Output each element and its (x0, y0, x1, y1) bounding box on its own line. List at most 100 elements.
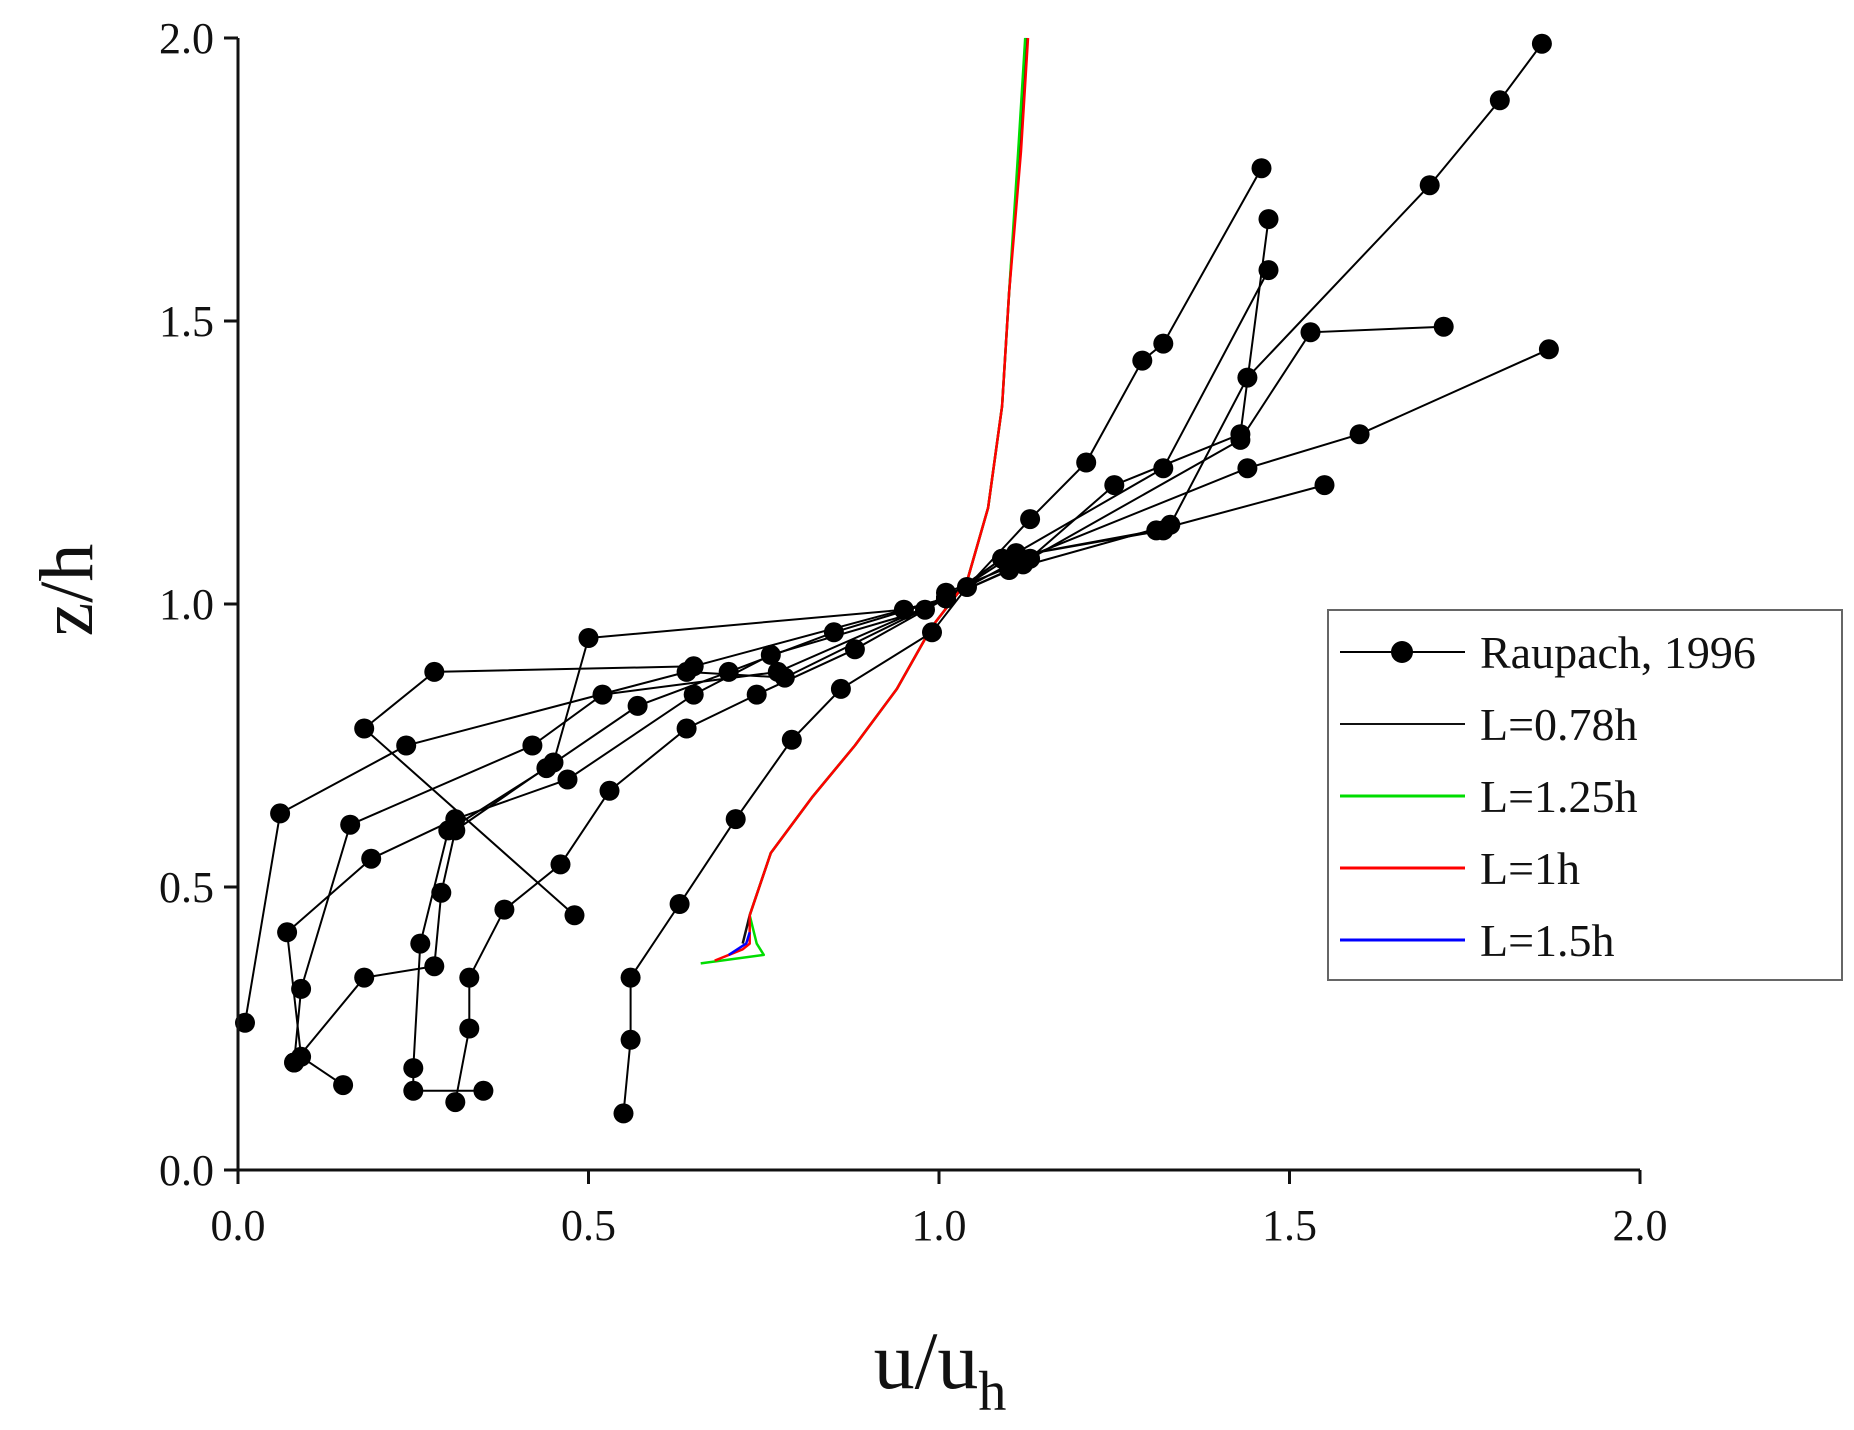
raupach-data-point (1538, 339, 1559, 360)
raupach-data-point (270, 803, 291, 824)
y-tick-label: 1.5 (159, 297, 214, 346)
raupach-data-point (676, 718, 697, 739)
raupach-data-point (291, 978, 312, 999)
raupach-data-point (403, 1080, 424, 1101)
raupach-profile-line (286, 325, 1444, 1086)
raupach-data-point (1237, 367, 1258, 388)
x-ticks: 0.0 0.5 1.0 1.5 2.0 (211, 1170, 1668, 1250)
raupach-data-point (592, 684, 613, 705)
raupach-data-point (1433, 316, 1454, 337)
raupach-data-point (957, 577, 977, 597)
raupach-data-point (676, 661, 697, 682)
legend-item-raupach: Raupach, 1996 (1340, 627, 1756, 678)
raupach-data-point (410, 933, 431, 954)
raupach-profile-line (244, 43, 1543, 1023)
x-axis-title-main: u/u (874, 1315, 979, 1406)
raupach-data-point (424, 661, 445, 682)
raupach-data-point (1489, 90, 1510, 111)
raupach-data-point (445, 1092, 466, 1113)
legend-item-l15: L=1.5h (1340, 915, 1615, 966)
raupach-data-point (1153, 333, 1174, 354)
raupach-data-point (340, 814, 361, 835)
raupach-data-point (613, 1103, 634, 1124)
raupach-data-point (760, 644, 781, 665)
raupach-data-point (725, 809, 746, 830)
raupach-data-point (1349, 424, 1370, 445)
raupach-data-point (627, 695, 648, 716)
legend: Raupach, 1996 L=0.78h L=1.25h L=1h L=1.5… (1327, 609, 1843, 981)
raupach-data-point (823, 622, 844, 643)
raupach-data-point (361, 848, 382, 869)
x-axis-title-subscript: h (978, 1361, 1006, 1423)
raupach-data-point (669, 894, 690, 914)
legend-label-l078: L=0.78h (1480, 699, 1638, 750)
raupach-profile-line (362, 484, 1325, 917)
y-tick-label: 1.0 (159, 580, 214, 629)
x-tick-label: 0.0 (211, 1201, 266, 1250)
legend-item-l1: L=1h (1340, 843, 1580, 894)
raupach-data-point (1104, 475, 1125, 496)
raupach-data-point (1419, 175, 1440, 196)
raupach-data-point (1153, 520, 1174, 541)
raupach-data-point (1251, 158, 1272, 179)
raupach-data-point (718, 661, 739, 682)
legend-marker-raupach (1391, 641, 1413, 663)
raupach-profile-line (454, 218, 1270, 1103)
raupach-data-point (599, 780, 620, 801)
legend-label-l1: L=1h (1480, 843, 1580, 894)
raupach-data-point (235, 1012, 255, 1033)
raupach-data-point (277, 922, 298, 943)
raupach-data-point (781, 729, 802, 750)
raupach-data-point (459, 1018, 480, 1039)
legend-label-l15: L=1.5h (1480, 915, 1615, 966)
raupach-data-point (1076, 452, 1097, 473)
raupach-data-point (473, 1080, 494, 1101)
raupach-data-point (1531, 33, 1552, 54)
raupach-data-point (746, 684, 767, 705)
l125-curve (700, 37, 1027, 965)
x-axis-title: u/uh (874, 1315, 1007, 1423)
raupach-data-point (1300, 322, 1321, 343)
raupach-data-point (354, 967, 375, 988)
raupach-data-point (1314, 475, 1335, 496)
raupach-data-point (620, 967, 641, 988)
raupach-data-point (1258, 209, 1279, 230)
raupach-data-point (893, 599, 914, 620)
raupach-data-point (564, 905, 585, 926)
l1-curve (714, 37, 1030, 962)
x-tick-label: 0.5 (561, 1201, 616, 1250)
raupach-data-point (1237, 458, 1258, 479)
raupach-data-point (992, 548, 1013, 569)
raupach-data-point (774, 667, 795, 688)
raupach-data-point (830, 678, 851, 699)
raupach-data-point (1020, 548, 1041, 569)
raupach-data-point (1230, 429, 1251, 450)
y-axis-title: z/h (25, 544, 109, 637)
raupach-profile-line (622, 167, 1263, 1114)
raupach-data-point (936, 588, 956, 609)
plot-markers (235, 33, 1559, 1124)
raupach-data-point (494, 899, 515, 920)
raupach-data-point (396, 735, 417, 756)
raupach-data-point (1258, 260, 1279, 281)
y-ticks: 0.0 0.5 1.0 1.5 2.0 (159, 14, 238, 1195)
raupach-data-point (543, 752, 564, 773)
l15-curve (728, 931, 751, 956)
raupach-data-point (424, 956, 445, 977)
raupach-data-point (1132, 350, 1153, 371)
raupach-data-point (915, 599, 935, 620)
legend-label-raupach: Raupach, 1996 (1480, 627, 1756, 678)
x-tick-label: 1.0 (912, 1201, 967, 1250)
legend-item-l078: L=0.78h (1340, 699, 1638, 750)
raupach-data-point (333, 1075, 354, 1096)
raupach-data-point (1153, 458, 1174, 479)
raupach-data-point (844, 639, 865, 660)
raupach-data-point (922, 622, 942, 643)
raupach-data-point (550, 854, 571, 875)
raupach-data-point (459, 967, 480, 988)
raupach-data-point (683, 684, 704, 705)
raupach-data-point (578, 628, 599, 648)
raupach-data-point (522, 735, 543, 756)
raupach-data-point (1020, 509, 1041, 530)
